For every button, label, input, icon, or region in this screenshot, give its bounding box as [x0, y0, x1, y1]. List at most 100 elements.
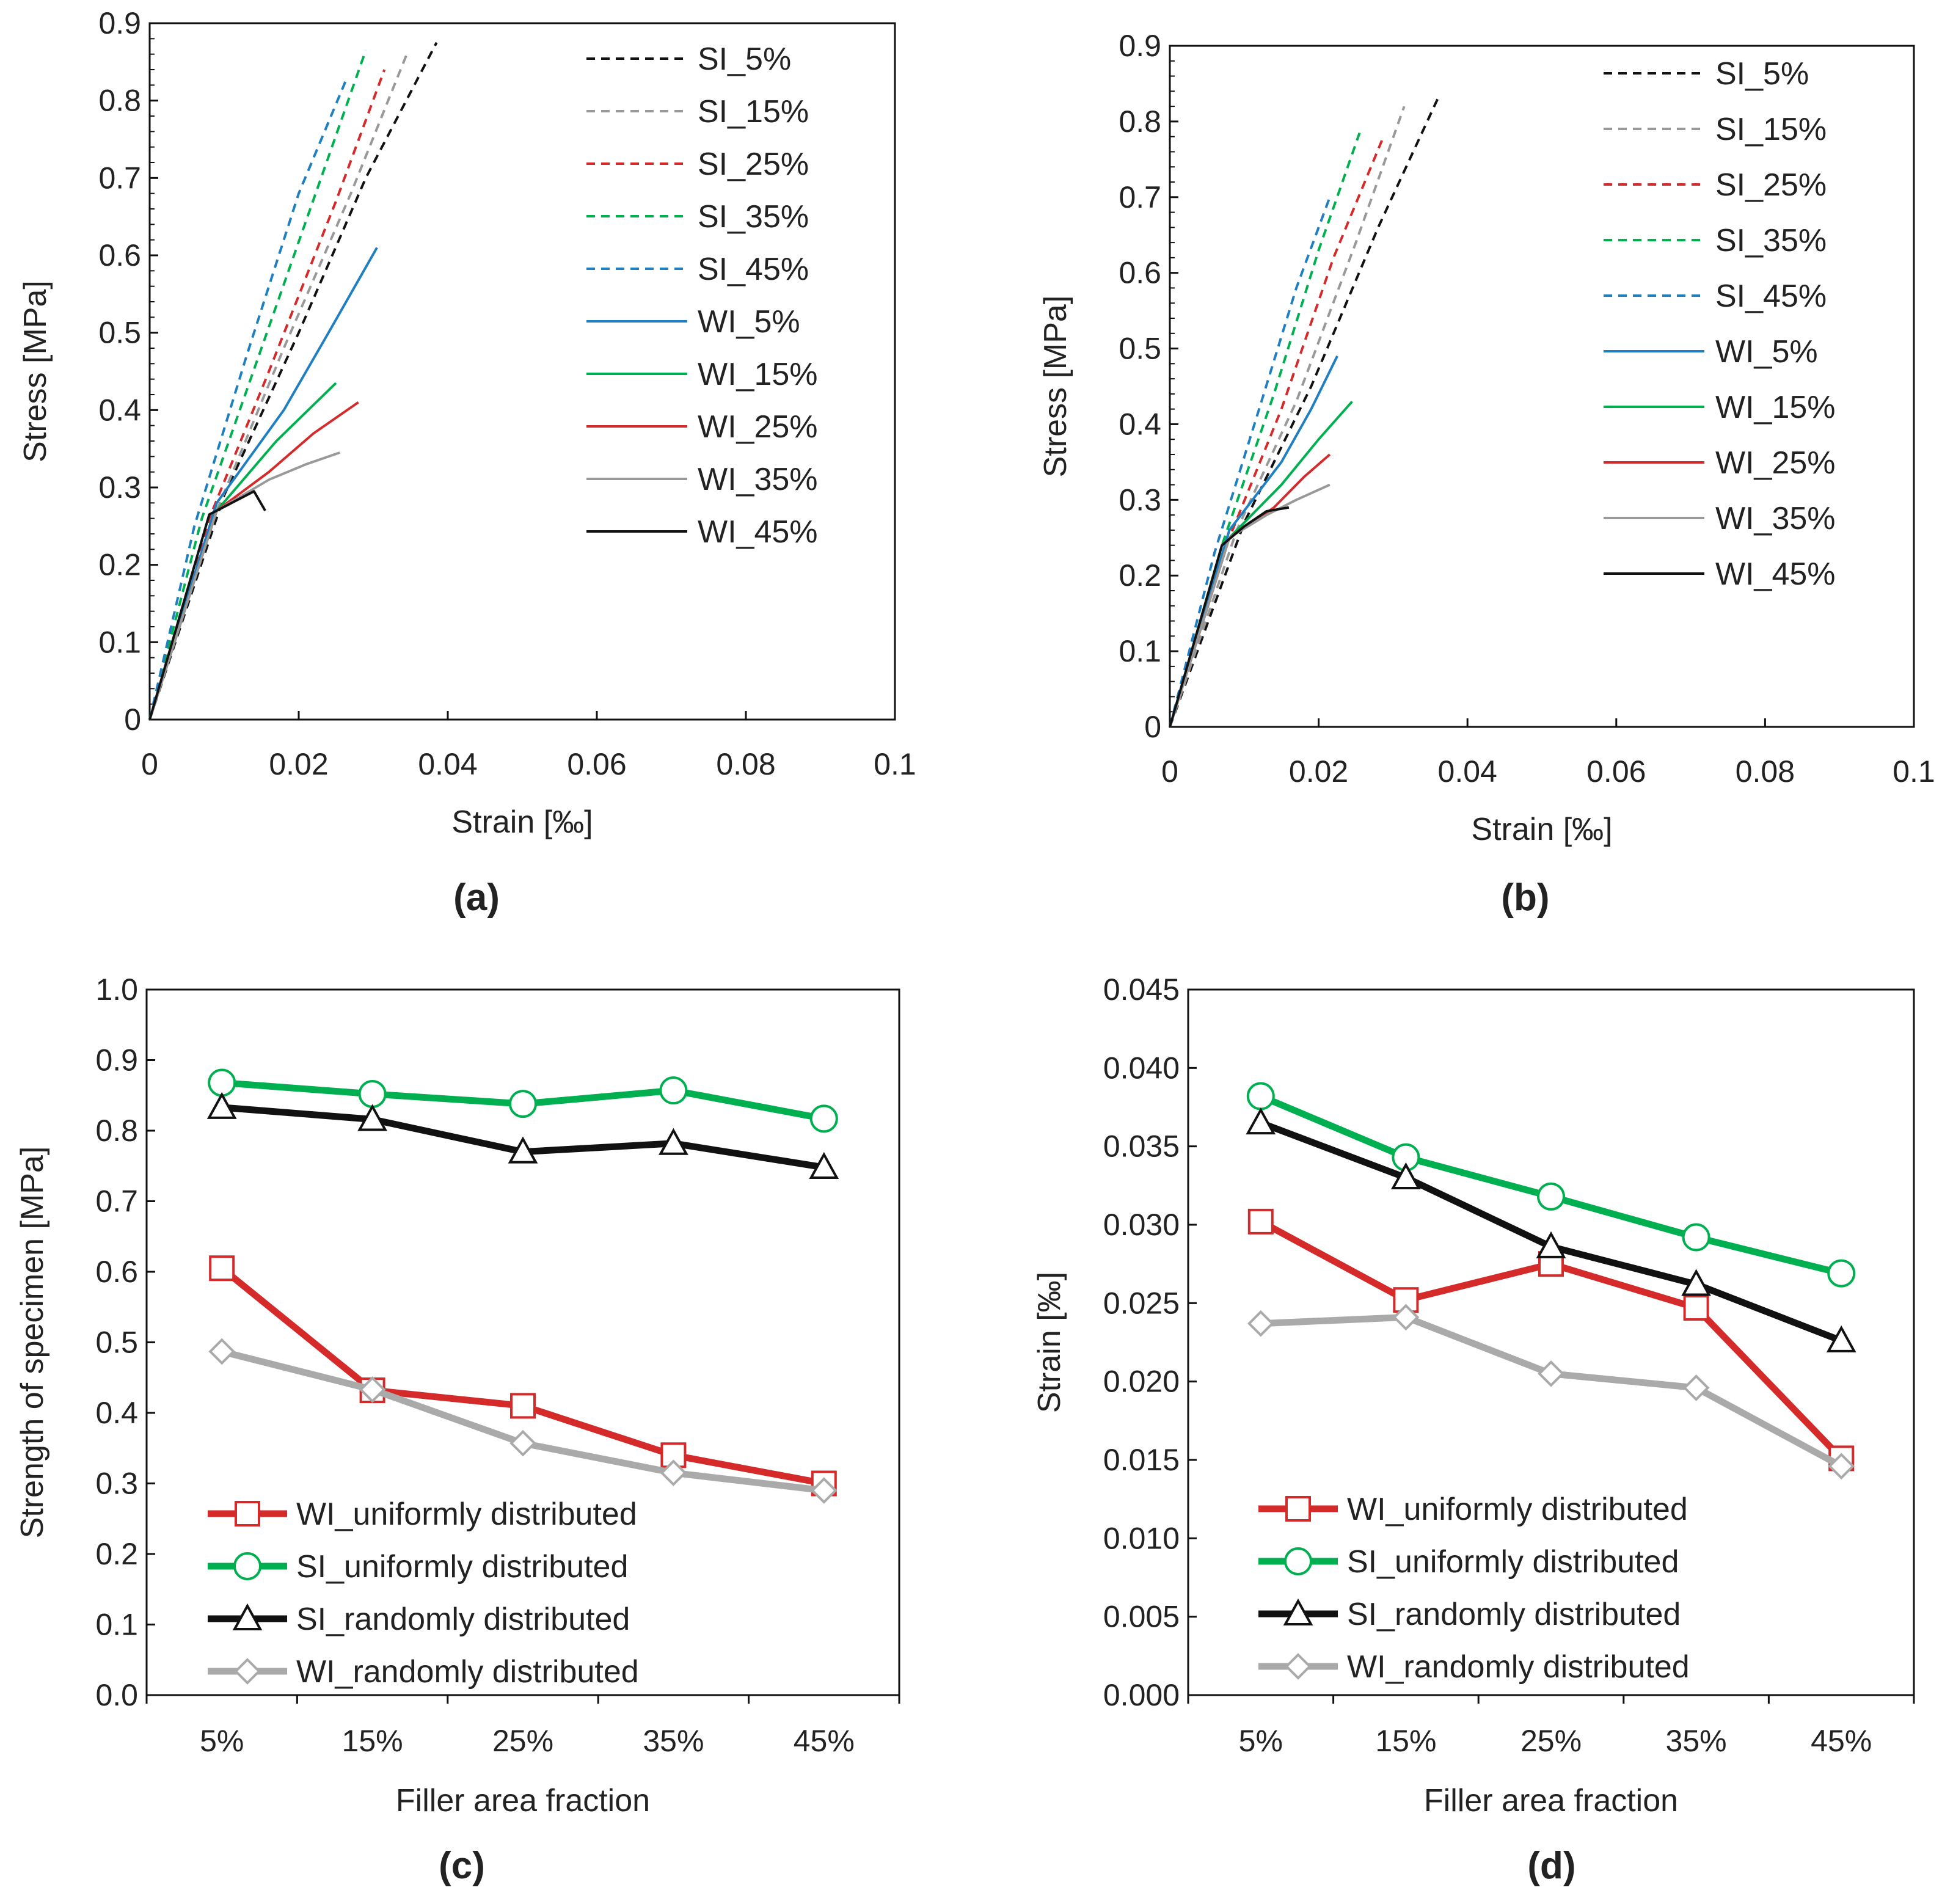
data-point	[208, 1068, 236, 1097]
y-axis-label: Strain [‰]	[1032, 1272, 1067, 1413]
series-WI_35%	[148, 451, 340, 720]
y-tick-label: 0.000	[1103, 1678, 1180, 1712]
series-line	[148, 69, 386, 720]
data-point	[358, 1079, 387, 1108]
legend-label: WI_45%	[1715, 556, 1836, 592]
y-tick-label: 0.2	[98, 548, 141, 582]
y-axis-label: Stress [MPa]	[1038, 296, 1073, 478]
legend-label: WI_5%	[698, 304, 800, 340]
data-point	[660, 1459, 687, 1487]
series-line	[148, 42, 438, 720]
legend-marker	[1283, 1598, 1313, 1625]
series-line	[1260, 1313, 1843, 1470]
series-SI_uniformly distributed	[208, 1068, 838, 1133]
y-tick-label: 0.015	[1103, 1443, 1180, 1477]
x-tick-label: 0	[141, 747, 158, 781]
y-tick-label: 0	[124, 702, 141, 737]
y-tick-label: 0.005	[1103, 1600, 1180, 1634]
legend-marker	[1284, 1547, 1312, 1575]
data-point	[1683, 1295, 1709, 1321]
panel-label: (a)	[453, 877, 500, 919]
panel-label: (d)	[1527, 1845, 1575, 1887]
x-tick-label: 5%	[200, 1724, 244, 1758]
x-tick-label: 35%	[1666, 1724, 1727, 1758]
panel-label: (b)	[1501, 877, 1549, 919]
panel-c: 0.0 0.1 0.2 0.3 0.4 0.5 0.6 0.7 0.8 0.9 1.0 5% 15% 25…	[15, 972, 900, 1887]
data-point	[357, 1104, 387, 1131]
x-tick-label: 0.02	[1289, 754, 1348, 789]
legend-label: SI_randomly distributed	[1347, 1597, 1681, 1632]
x-tick-label: 0.1	[1893, 754, 1935, 789]
plot-frame	[1187, 988, 1915, 1696]
y-axis-label: Stress [MPa]	[18, 280, 53, 462]
data-point	[510, 1393, 536, 1419]
x-tick-label: 5%	[1239, 1724, 1283, 1758]
legend-marker	[235, 1501, 260, 1526]
y-tick-label: 0.040	[1103, 1051, 1180, 1085]
y-tick-label: 0.025	[1103, 1286, 1180, 1320]
data-point	[809, 1104, 838, 1133]
legend-marker	[232, 1603, 263, 1630]
legend: SI_5% SI_15% SI_25% SI_35% SI_45% WI_5% WI_15%…	[586, 42, 818, 550]
y-tick-label: 0.030	[1103, 1208, 1180, 1242]
data-point	[1827, 1259, 1856, 1288]
x-tick-label: 0.08	[716, 747, 775, 781]
data-point	[1537, 1182, 1565, 1211]
series-WI_35%	[1169, 483, 1331, 728]
y-tick-label: 0.6	[98, 238, 141, 272]
x-axis-label: Filler area fraction	[396, 1783, 650, 1818]
series-SI_uniformly distributed	[1246, 1082, 1856, 1288]
series-WI_5%	[1169, 356, 1338, 728]
y-tick-label: 0	[1144, 710, 1161, 744]
y-tick-label: 0.2	[1119, 558, 1161, 593]
data-point	[1682, 1374, 1710, 1401]
y-tick-label: 0.5	[95, 1326, 138, 1360]
panel-label: (c)	[439, 1845, 485, 1887]
legend-label: WI_25%	[698, 409, 818, 445]
legend-label: SI_35%	[698, 199, 809, 235]
series-SI_15%	[148, 53, 408, 720]
x-tick-label: 0.06	[567, 747, 626, 781]
legend-label: WI_randomly distributed	[296, 1654, 639, 1690]
series-line	[148, 247, 378, 720]
x-tick-label: 25%	[492, 1724, 553, 1758]
plot-frame	[148, 22, 896, 721]
series-WI_randomly distributed	[208, 1338, 838, 1504]
data-point	[1828, 1453, 1855, 1480]
x-tick-label: 15%	[342, 1724, 403, 1758]
x-tick-label: 0.08	[1736, 754, 1795, 789]
data-point	[809, 1151, 839, 1180]
y-tick-label: 0.9	[1119, 29, 1161, 63]
y-tick-label: 0.0	[95, 1678, 138, 1712]
legend-label: WI_35%	[698, 462, 818, 497]
data-point	[1682, 1223, 1710, 1252]
panel-a: 0 0.1 0.2 0.3 0.4 0.5 0.6 0.7 0.8 0.9 0 0.02 0.04 0.0…	[18, 6, 916, 919]
x-axis-label: Strain [‰]	[451, 804, 593, 840]
series-SI_randomly distributed	[206, 1092, 839, 1180]
series-line	[148, 451, 340, 720]
x-tick-label: 15%	[1375, 1724, 1436, 1758]
y-tick-label: 0.3	[1119, 483, 1161, 517]
series-WI_5%	[148, 247, 378, 720]
x-tick-label: 0.04	[418, 747, 477, 781]
legend-label: WI_35%	[1715, 501, 1836, 536]
legend-label: WI_randomly distributed	[1347, 1649, 1690, 1685]
x-tick-label: 0	[1161, 754, 1178, 789]
legend-label: SI_35%	[1715, 223, 1827, 258]
data-point	[209, 1255, 235, 1282]
series-WI_45%	[1169, 506, 1290, 728]
x-tick-label: 45%	[1811, 1724, 1872, 1758]
legend: WI_uniformly distributed SI_uniformly dis…	[1258, 1492, 1690, 1685]
legend-label: WI_45%	[698, 514, 818, 550]
x-axis-label: Strain [‰]	[1471, 812, 1612, 847]
y-tick-label: 0.010	[1103, 1521, 1180, 1555]
series-line	[1169, 106, 1406, 728]
y-tick-label: 0.3	[95, 1467, 138, 1501]
series-WI_45%	[148, 490, 266, 720]
legend: SI_5% SI_15% SI_25% SI_35% SI_45% WI_5% WI_15%…	[1604, 56, 1836, 592]
legend-marker	[1285, 1496, 1311, 1522]
legend-marker	[1285, 1653, 1312, 1680]
series-line	[1169, 98, 1439, 728]
legend-label: SI_5%	[698, 42, 791, 77]
data-point	[1246, 1107, 1276, 1135]
